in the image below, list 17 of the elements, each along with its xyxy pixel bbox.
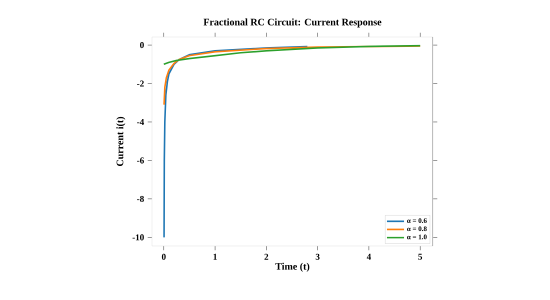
y-tick-label: -4 <box>137 119 144 125</box>
line-series <box>163 44 421 66</box>
x-tick-label: 1 <box>214 254 217 260</box>
y-tick-label: -2 <box>137 80 144 87</box>
x-tick-label: 4 <box>366 254 371 260</box>
x-tick-label: 2 <box>264 254 268 260</box>
chart-title: Fractional RC Circuit: Current Response <box>204 18 382 28</box>
x-tick-label: 0 <box>162 254 166 260</box>
x-tick-label: 5 <box>418 254 422 260</box>
y-tick-label: -8 <box>137 196 144 202</box>
y-tick-label: -10 <box>132 234 144 240</box>
line-series <box>163 46 308 238</box>
y-tick-label: 0 <box>140 42 144 48</box>
y-axis-title: Current i(t) <box>116 116 126 166</box>
x-axis-title: Time (t) <box>275 262 310 272</box>
x-tick-label: 3 <box>316 254 320 260</box>
y-tick-label: -6 <box>137 157 144 164</box>
